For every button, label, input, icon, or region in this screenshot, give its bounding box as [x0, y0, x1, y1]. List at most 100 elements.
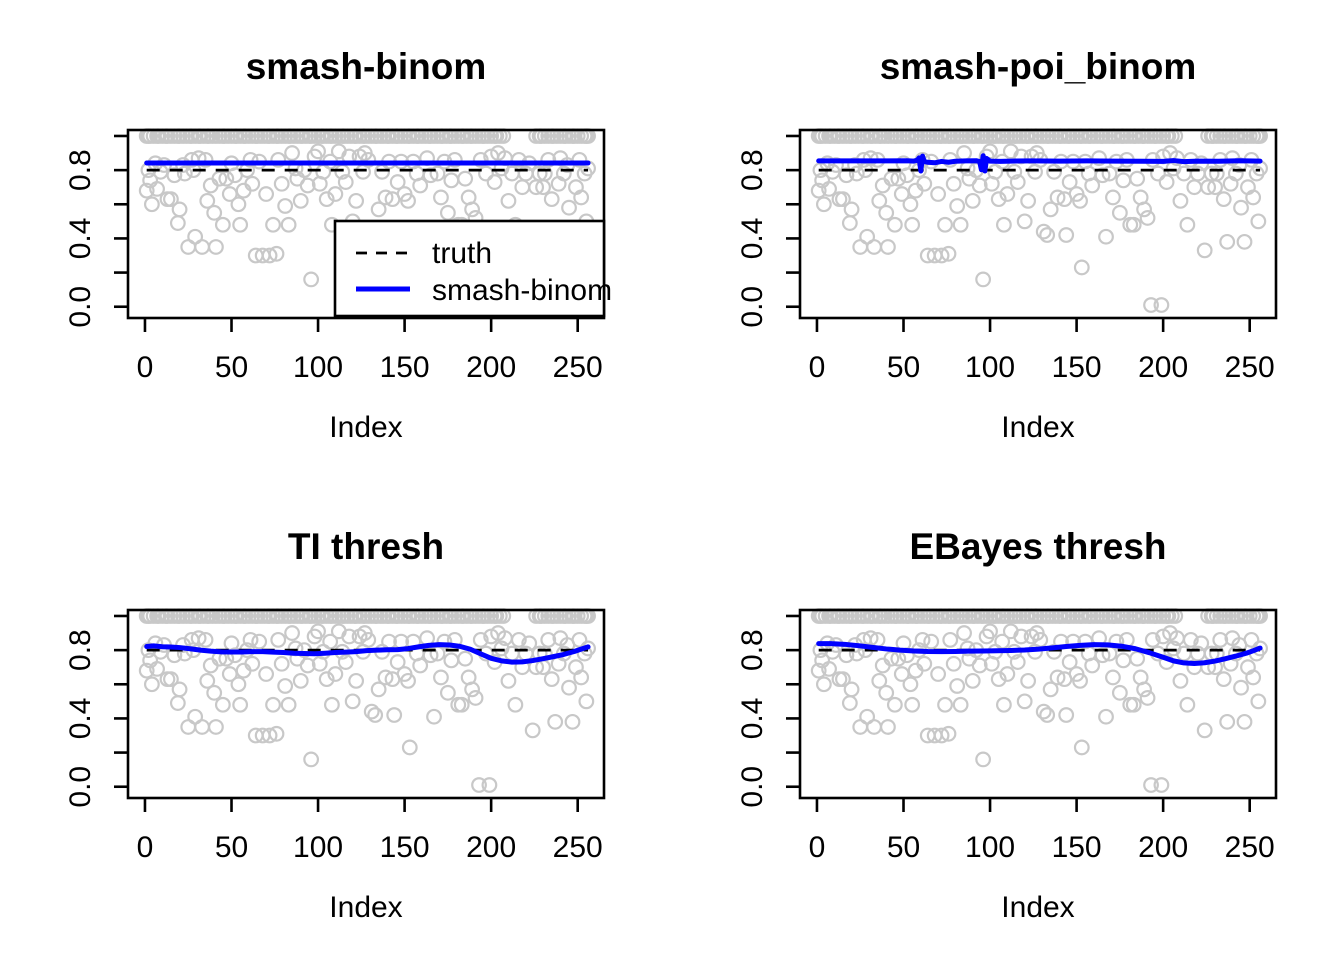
scatter-point [959, 640, 976, 657]
scatter-point [886, 216, 903, 233]
scatter-point [1136, 201, 1153, 218]
scatter-point [324, 696, 340, 713]
scatter-point [169, 215, 186, 231]
scatter-point [1091, 150, 1108, 167]
scatter-point [270, 151, 287, 168]
y-tick-label: 0.0 [64, 286, 97, 328]
scatter-point [930, 666, 947, 682]
scatter-point [258, 666, 275, 682]
scatter-point [866, 719, 882, 735]
scatter-point [208, 239, 224, 255]
scatter-point [1105, 189, 1121, 206]
scatter-point [1150, 165, 1166, 182]
plot-area-ebayes-thresh: 0 50 100 150 200 250 0.0 0.4 0.8 [736, 608, 1278, 864]
scatter-point [194, 719, 210, 735]
x-tick-label: 50 [215, 351, 248, 384]
scatter-point [422, 167, 439, 184]
scatter-point [1108, 633, 1125, 650]
x-tick-label: 50 [215, 831, 248, 864]
scatter-point [1250, 213, 1267, 230]
scatter-point [1115, 652, 1132, 669]
x-tick-label: 50 [887, 831, 920, 864]
scatter-point [828, 157, 844, 173]
scatter-point [878, 204, 895, 221]
scatter-point [261, 247, 278, 264]
scatter-point [1243, 631, 1260, 648]
x-tick-label: 0 [137, 351, 154, 384]
scatter-point [543, 671, 560, 688]
scatter-point [143, 676, 160, 693]
scatter-point [214, 696, 231, 713]
legend-label-truth: truth [432, 237, 492, 270]
legend-label-smash-binom: smash-binom [432, 274, 612, 307]
scatter-point [573, 189, 590, 206]
scatter-point [464, 201, 481, 218]
scatter-point [940, 725, 957, 742]
scatter-point [996, 696, 1012, 713]
y-tick-label: 0.8 [736, 629, 769, 671]
x-tick-label: 150 [1052, 831, 1102, 864]
panel-title: smash-binom [245, 46, 487, 87]
scatter-point [446, 151, 463, 168]
scatter-point [1016, 693, 1033, 710]
scatter-point [937, 696, 953, 713]
scatter-point [303, 271, 320, 288]
y-tick-label: 0.4 [64, 698, 97, 740]
x-axis-label: Index [329, 891, 403, 924]
scatter-point [1101, 165, 1118, 182]
scatter-point [337, 174, 354, 190]
scatter-point [171, 201, 188, 218]
scatter-point [472, 631, 489, 648]
scatter-point [821, 181, 837, 197]
y-tick-label: 0.0 [736, 766, 769, 808]
scatter-point [810, 662, 827, 679]
scatter-point [578, 693, 595, 710]
scatter-point [163, 191, 179, 208]
scatter-point [244, 175, 261, 192]
scatter-point [843, 201, 860, 218]
x-tick-label: 0 [137, 831, 154, 864]
scatter-point [422, 647, 439, 664]
scatter-point [1009, 654, 1026, 670]
scatter-point [322, 633, 339, 650]
x-tick-label: 50 [887, 351, 920, 384]
scatter-point [367, 707, 384, 723]
scatter-point [303, 751, 320, 768]
scatter-point [835, 671, 851, 688]
scatter-point [1215, 671, 1232, 688]
scatter-point [1250, 693, 1267, 710]
scatter-point [810, 182, 827, 199]
scatter-point [815, 196, 832, 213]
scatter-point [964, 192, 981, 209]
scatter-point [1236, 233, 1253, 250]
x-tick-label: 200 [1138, 831, 1188, 864]
x-tick-label: 0 [809, 351, 826, 384]
scatter-point [265, 696, 281, 713]
scatter-point [194, 239, 210, 255]
scatter-point [258, 186, 275, 202]
x-tick-label: 250 [1225, 351, 1275, 384]
scatter-point [878, 684, 895, 701]
scatter-point [933, 247, 950, 264]
scatter-point [1111, 684, 1128, 701]
plot-area-smash-poi-binom: 0 50 100 150 200 250 0.0 0.4 0.8 [736, 128, 1278, 384]
scatter-point [871, 192, 888, 209]
scatter-point [1153, 297, 1170, 313]
scatter-point [327, 666, 344, 682]
scatter-point [571, 151, 588, 168]
scatter-point [471, 777, 487, 793]
scatter-point [412, 657, 429, 674]
scatter-point [199, 192, 216, 209]
scatter-point [337, 654, 354, 670]
scatter-point [952, 696, 969, 713]
y-tick-label: 0.4 [64, 218, 97, 260]
x-tick-label: 0 [809, 831, 826, 864]
scatter-point [280, 696, 297, 713]
x-tick-label: 150 [380, 351, 430, 384]
scatter-point [478, 165, 494, 182]
scatter-point [1182, 631, 1199, 648]
scatter-point [370, 201, 387, 218]
scatter-point [561, 679, 577, 696]
scatter-point [1245, 189, 1262, 206]
scatter-point [1143, 297, 1159, 313]
